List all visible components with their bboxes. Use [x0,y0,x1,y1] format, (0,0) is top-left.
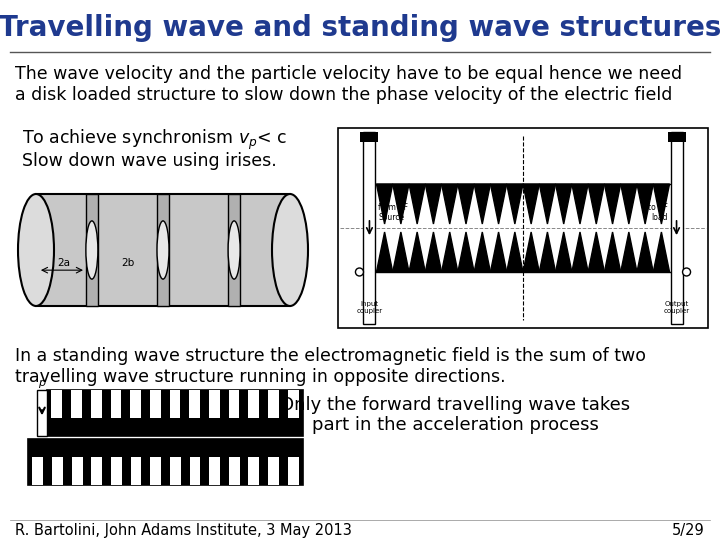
Polygon shape [490,184,507,224]
Bar [36,194,290,306]
Polygon shape [637,232,653,272]
Polygon shape [426,232,441,272]
Bar [364,132,375,324]
Bar [229,390,240,418]
Ellipse shape [683,268,690,276]
Polygon shape [523,232,539,272]
Polygon shape [637,184,653,224]
Text: Only the forward travelling wave takes
part in the acceleration process: Only the forward travelling wave takes p… [280,396,630,434]
Bar [189,390,200,418]
Bar [229,457,240,485]
Text: 2b: 2b [121,258,134,268]
Bar [150,390,161,418]
Polygon shape [539,232,556,272]
Ellipse shape [18,194,54,306]
Text: 2a: 2a [58,258,71,268]
Text: To achieve synchronism $v_p$< c: To achieve synchronism $v_p$< c [22,128,287,152]
Bar [130,390,141,418]
Polygon shape [556,232,572,272]
Bar [170,457,181,485]
Bar [110,390,122,418]
Text: In a standing wave structure the electromagnetic field is the sum of two
travell: In a standing wave structure the electro… [15,347,646,386]
Bar [37,390,47,436]
Bar [228,194,240,306]
Bar [51,390,62,418]
Polygon shape [377,232,392,272]
Text: Input
coupler: Input coupler [356,301,382,314]
Bar [52,457,63,485]
Bar [130,457,141,485]
Polygon shape [458,184,474,224]
Ellipse shape [356,268,364,276]
Text: The wave velocity and the particle velocity have to be equal hence we need
a dis: The wave velocity and the particle veloc… [15,65,682,104]
Polygon shape [621,232,637,272]
Bar [361,132,379,142]
Polygon shape [409,184,426,224]
Bar [32,457,43,485]
Text: Travelling wave and standing wave structures: Travelling wave and standing wave struct… [0,14,720,42]
Text: Slow down wave using irises.: Slow down wave using irises. [22,152,276,170]
Polygon shape [507,232,523,272]
Polygon shape [523,184,539,224]
Text: Output
coupler: Output coupler [664,301,690,314]
Polygon shape [653,184,670,224]
Bar [288,457,299,485]
Text: p: p [38,378,45,388]
Polygon shape [377,184,392,224]
Ellipse shape [272,194,308,306]
Text: 5/29: 5/29 [672,523,705,537]
Bar [210,457,220,485]
Bar [268,390,279,418]
Polygon shape [539,184,556,224]
Bar [71,390,82,418]
Polygon shape [474,232,490,272]
Polygon shape [556,184,572,224]
Bar [338,128,708,328]
Polygon shape [604,232,621,272]
Polygon shape [572,184,588,224]
Polygon shape [588,232,604,272]
Bar [111,457,122,485]
Bar [157,194,169,306]
Polygon shape [572,232,588,272]
Ellipse shape [86,221,98,279]
Ellipse shape [157,221,169,279]
Bar [150,457,161,485]
Text: from RF
Source: from RF Source [379,203,408,222]
Bar [28,440,303,485]
Bar [248,457,259,485]
Polygon shape [604,184,621,224]
Polygon shape [409,232,426,272]
Polygon shape [474,184,490,224]
Bar [667,132,685,142]
Bar [189,457,200,485]
Polygon shape [588,184,604,224]
Polygon shape [653,232,670,272]
Polygon shape [441,184,458,224]
Polygon shape [441,232,458,272]
Bar [670,132,683,324]
Text: to RF
load: to RF load [648,203,667,222]
Ellipse shape [228,221,240,279]
Bar [248,390,259,418]
Bar [86,194,98,306]
Bar [288,390,299,418]
Polygon shape [392,184,409,224]
Bar [268,457,279,485]
Bar [170,390,181,418]
Text: R. Bartolini, John Adams Institute, 3 May 2013: R. Bartolini, John Adams Institute, 3 Ma… [15,523,352,537]
Polygon shape [507,184,523,224]
Bar [47,390,303,436]
Polygon shape [392,232,409,272]
Polygon shape [490,232,507,272]
Polygon shape [621,184,637,224]
Bar [91,390,102,418]
Bar [91,457,102,485]
Polygon shape [458,232,474,272]
Bar [72,457,83,485]
Bar [209,390,220,418]
Polygon shape [426,184,441,224]
